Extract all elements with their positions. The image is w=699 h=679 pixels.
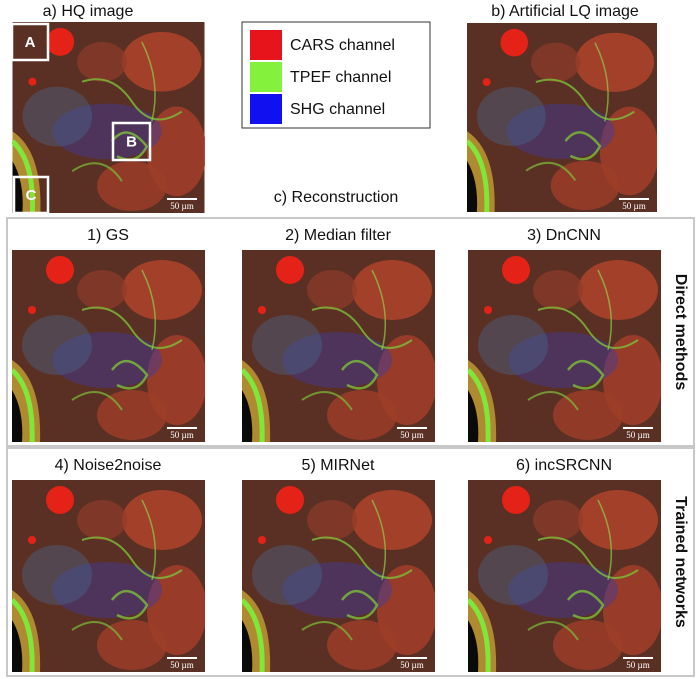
- micrograph-image: [12, 250, 207, 442]
- group-frame: [6, 447, 695, 677]
- method-title: 1) GS: [87, 227, 129, 244]
- section-title: c) Reconstruction: [274, 189, 399, 206]
- group-label: Trained networks: [672, 496, 689, 628]
- method-title: 3) DnCNN: [527, 227, 601, 244]
- frames: [6, 217, 695, 677]
- scale-bar-label: 50 µm: [170, 660, 193, 670]
- method-title: 6) incSRCNN: [516, 457, 612, 474]
- scale-bar-label: 50 µm: [626, 430, 649, 440]
- method-title: 2) Median filter: [285, 227, 391, 244]
- micrograph-image: [468, 250, 663, 442]
- panel-title: b) Artificial LQ image: [491, 3, 639, 20]
- legend-label: TPEF channel: [290, 69, 391, 86]
- micrograph: 50 µm: [242, 250, 437, 442]
- scale-bar-label: 50 µm: [626, 660, 649, 670]
- micrograph: 50 µm: [12, 250, 207, 442]
- micrograph-image: [242, 250, 437, 442]
- method-title: 4) Noise2noise: [55, 457, 162, 474]
- scale-bar-label: 50 µm: [622, 201, 645, 211]
- roi-label: B: [126, 133, 137, 150]
- scale-bar-label: 50 µm: [400, 430, 423, 440]
- roi-box: [10, 22, 50, 62]
- micrograph: 50 µm: [242, 480, 437, 672]
- legend-label: SHG channel: [290, 101, 385, 118]
- method-title: 5) MIRNet: [302, 457, 375, 474]
- legend-swatch: [250, 94, 282, 124]
- group-frame: [6, 217, 695, 447]
- legend-swatch: [250, 62, 282, 92]
- roi-box: [12, 175, 50, 215]
- legend-swatch: [250, 30, 282, 60]
- roi-label: C: [26, 187, 37, 204]
- micrograph-image: [12, 480, 207, 672]
- micrograph-image: [468, 480, 663, 672]
- micrograph: 50 µm: [12, 480, 207, 672]
- scale-bar-label: 50 µm: [400, 660, 423, 670]
- group-label: Direct methods: [672, 274, 689, 391]
- scale-bar-label: 50 µm: [170, 201, 193, 211]
- micrograph-image: [467, 23, 659, 212]
- roi-box: [111, 121, 152, 162]
- micrograph: 50 µm: [468, 480, 663, 672]
- roi-label: A: [25, 34, 36, 51]
- legend-label: CARS channel: [290, 37, 395, 54]
- panel-title: a) HQ image: [43, 3, 134, 20]
- scale-bar-label: 50 µm: [170, 430, 193, 440]
- micrograph-image: [242, 480, 437, 672]
- micrograph: 50 µm: [468, 250, 663, 442]
- micrograph: 50 µm: [467, 23, 659, 212]
- micrograph: 50 µm: [13, 22, 207, 213]
- micrograph-image: [13, 22, 207, 213]
